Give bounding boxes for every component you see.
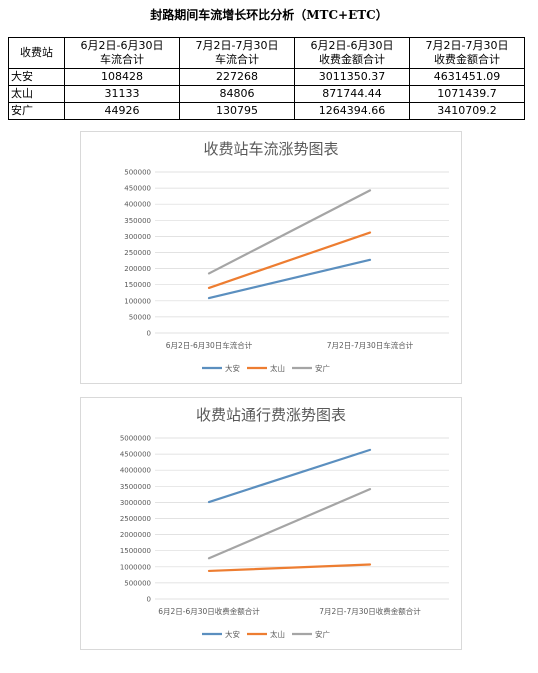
table-cell: 871744.44 xyxy=(294,85,410,103)
traffic-ytick-label: 400000 xyxy=(124,201,151,209)
table-header-row: 收费站 6月2日-6月30日 车流合计 7月2日-7月30日 车流合计 6月2日… xyxy=(8,37,525,69)
table-cell: 1071439.7 xyxy=(409,85,525,103)
fee-category-label: 6月2日-6月30日收费金额合计 xyxy=(158,606,260,616)
traffic-ytick-label: 50000 xyxy=(129,313,151,321)
table-row: 大安 108428 227268 3011350.37 4631451.09 xyxy=(8,68,525,86)
station-name: 太山 xyxy=(8,85,65,103)
traffic-ytick-label: 450000 xyxy=(124,185,151,193)
station-name: 安广 xyxy=(8,102,65,120)
table-cell: 31133 xyxy=(64,85,180,103)
table-cell: 4631451.09 xyxy=(409,68,525,86)
fee-ytick-label: 2500000 xyxy=(120,515,151,523)
fee-ytick-label: 1500000 xyxy=(120,547,151,555)
fee-ytick-label: 3000000 xyxy=(120,499,151,507)
table-cell: 108428 xyxy=(64,68,180,86)
fee-series-line xyxy=(207,488,372,560)
header-station: 收费站 xyxy=(8,37,65,69)
traffic-ytick-label: 300000 xyxy=(124,233,151,241)
traffic-category-label: 7月2日-7月30日车流合计 xyxy=(327,340,414,350)
fee-series-line xyxy=(207,563,372,573)
table-cell: 3410709.2 xyxy=(409,102,525,120)
page-title: 封路期间车流增长环比分析（MTC+ETC） xyxy=(150,8,388,22)
fee-series-line xyxy=(207,448,372,504)
fee-ytick-label: 500000 xyxy=(124,579,151,587)
fee-trend-chart: 收费站通行费涨势图表 0 500000 1000000 1500000 2000000 25… xyxy=(80,397,462,650)
traffic-series-line xyxy=(207,231,372,290)
fee-ytick-label: 2000000 xyxy=(120,531,151,539)
table-cell: 84806 xyxy=(179,85,295,103)
table-row: 安广 44926 130795 1264394.66 3410709.2 xyxy=(8,102,525,120)
station-name: 大安 xyxy=(8,68,65,86)
traffic-trend-chart: 收费站车流涨势图表 0 50000 100000 150000 200000 250000 3… xyxy=(80,131,462,384)
traffic-ytick-label: 350000 xyxy=(124,217,151,225)
header-july-traffic: 7月2日-7月30日 车流合计 xyxy=(179,37,295,69)
table-cell: 1264394.66 xyxy=(294,102,410,120)
traffic-ytick-label: 200000 xyxy=(124,265,151,273)
fee-ytick-label: 1000000 xyxy=(120,563,151,571)
table-cell: 44926 xyxy=(64,102,180,120)
fee-title: 收费站通行费涨势图表 xyxy=(196,406,346,424)
summary-table: 收费站 6月2日-6月30日 车流合计 7月2日-7月30日 车流合计 6月2日… xyxy=(8,37,525,120)
traffic-ytick-label: 100000 xyxy=(124,297,151,305)
header-june-fee: 6月2日-6月30日 收费金额合计 xyxy=(294,37,410,69)
fee-ytick-label: 3500000 xyxy=(120,483,151,491)
table-row: 太山 31133 84806 871744.44 1071439.7 xyxy=(8,85,525,103)
table-cell: 130795 xyxy=(179,102,295,120)
fee-ytick-label: 4500000 xyxy=(120,451,151,459)
traffic-category-label: 6月2日-6月30日车流合计 xyxy=(166,340,253,350)
fee-legend-label: 安广 xyxy=(315,629,330,639)
traffic-chart-svg: 收费站车流涨势图表 0 50000 100000 150000 200000 250000 3… xyxy=(124,140,449,373)
table-cell: 227268 xyxy=(179,68,295,86)
fee-ytick-label: 5000000 xyxy=(120,435,151,443)
traffic-legend-label: 太山 xyxy=(270,363,285,373)
traffic-ytick-label: 0 xyxy=(147,330,151,338)
traffic-series-line xyxy=(207,189,372,275)
traffic-series-line xyxy=(207,258,372,300)
table-cell: 3011350.37 xyxy=(294,68,410,86)
fee-category-label: 7月2日-7月30日收费金额合计 xyxy=(319,606,421,616)
traffic-legend-label: 大安 xyxy=(225,363,240,373)
traffic-legend-label: 安广 xyxy=(315,363,330,373)
header-june-traffic: 6月2日-6月30日 车流合计 xyxy=(64,37,180,69)
traffic-ytick-label: 250000 xyxy=(124,249,151,257)
fee-ytick-label: 4000000 xyxy=(120,467,151,475)
header-july-fee: 7月2日-7月30日 收费金额合计 xyxy=(409,37,525,69)
fee-ytick-label: 0 xyxy=(147,596,151,604)
traffic-title: 收费站车流涨势图表 xyxy=(203,140,338,158)
fee-legend-label: 大安 xyxy=(225,629,240,639)
fee-legend-label: 太山 xyxy=(270,629,285,639)
traffic-ytick-label: 150000 xyxy=(124,281,151,289)
fee-chart-svg: 收费站通行费涨势图表 0 500000 1000000 1500000 2000000 25… xyxy=(120,406,449,639)
traffic-ytick-label: 500000 xyxy=(124,169,151,177)
